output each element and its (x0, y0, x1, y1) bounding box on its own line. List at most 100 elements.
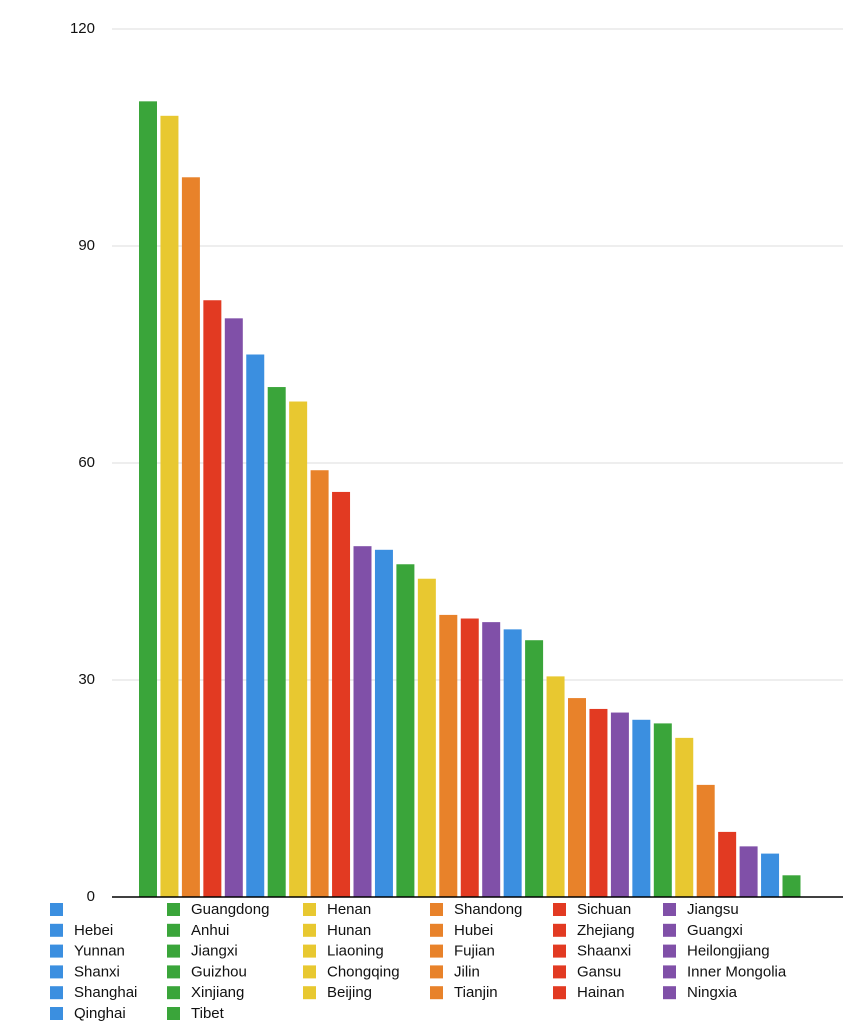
legend-swatch (50, 944, 63, 958)
legend-swatch (50, 986, 63, 1000)
legend-swatch (553, 944, 566, 958)
bar (503, 629, 522, 897)
legend-swatch (430, 903, 443, 916)
bar (568, 698, 586, 897)
legend-label: Shandong (454, 901, 522, 918)
legend-swatch (167, 1007, 180, 1020)
bar (160, 115, 179, 898)
bar (782, 875, 801, 897)
bar (417, 578, 436, 897)
legend-label: Jiangxi (191, 943, 238, 960)
bar (139, 101, 157, 898)
legend-swatch (553, 965, 566, 979)
bar (310, 470, 329, 897)
legend-label: Tibet (191, 1005, 225, 1022)
legend-swatch (50, 923, 63, 937)
legend-label: Shaanxi (577, 943, 631, 960)
bar (374, 549, 393, 897)
bar (761, 853, 780, 897)
legend-label: Fujian (454, 943, 495, 960)
y-tick-label: 0 (87, 888, 95, 905)
bar (224, 318, 243, 897)
legend-label: Guangxi (687, 922, 743, 939)
legend-swatch (303, 986, 316, 1000)
bar (482, 622, 501, 897)
legend-swatch (303, 923, 316, 937)
legend-label: Tianjin (454, 984, 498, 1001)
legend-swatch (663, 923, 676, 937)
bar (589, 708, 608, 897)
legend-swatch (303, 903, 316, 916)
bar (653, 723, 672, 897)
bar (460, 618, 479, 897)
legend-swatch (430, 923, 443, 937)
bar (675, 737, 694, 897)
legend-swatch (553, 923, 566, 937)
y-tick-label: 60 (78, 454, 95, 471)
bar (203, 300, 222, 897)
legend-label: Xinjiang (191, 984, 244, 1001)
legend-swatch (663, 986, 676, 1000)
legend-label: Jiangsu (687, 901, 739, 918)
bar (546, 676, 565, 897)
legend-label: Beijing (327, 984, 372, 1001)
bar (267, 387, 286, 897)
legend-swatch (663, 944, 676, 958)
legend-swatch (167, 965, 180, 979)
bar (181, 177, 200, 898)
legend-swatch (663, 965, 676, 979)
legend-swatch (50, 903, 63, 916)
bar (246, 354, 265, 897)
legend-swatch (50, 1007, 63, 1020)
legend-label: Hainan (577, 984, 625, 1001)
legend-label: Ningxia (687, 984, 738, 1001)
legend-label: Hebei (74, 922, 113, 939)
legend-swatch (663, 903, 676, 916)
legend-label: Jilin (454, 963, 480, 980)
legend-label: Sichuan (577, 901, 631, 918)
y-tick-label: 120 (70, 20, 95, 37)
legend-label: Inner Mongolia (687, 963, 787, 980)
legend-swatch (167, 923, 180, 937)
legend-label: Qinghai (74, 1005, 126, 1022)
legend-label: Liaoning (327, 943, 384, 960)
legend-label: Guangdong (191, 901, 269, 918)
legend-swatch (167, 986, 180, 1000)
bar (718, 831, 737, 897)
legend-label: Hubei (454, 922, 493, 939)
bar (353, 546, 372, 897)
bar (696, 784, 715, 897)
y-tick-label: 30 (78, 671, 95, 688)
legend-label: Anhui (191, 922, 229, 939)
legend-label: Guizhou (191, 963, 247, 980)
legend-swatch (303, 944, 316, 958)
legend-label: Gansu (577, 963, 621, 980)
legend-label: Hunan (327, 922, 371, 939)
bar (289, 401, 308, 897)
legend-label: Chongqing (327, 963, 400, 980)
bar (632, 719, 651, 897)
legend-label: Zhejiang (577, 922, 635, 939)
legend-swatch (50, 965, 63, 979)
legend-swatch (553, 986, 566, 1000)
legend-label: Henan (327, 901, 371, 918)
legend-swatch (167, 903, 180, 916)
legend-swatch (303, 965, 316, 979)
bar (610, 712, 629, 897)
legend-label: Shanghai (74, 984, 137, 1001)
legend-label: Shanxi (74, 963, 120, 980)
legend-swatch (430, 986, 443, 1000)
bar (332, 491, 351, 897)
bar (525, 640, 544, 897)
bar (396, 564, 415, 897)
legend-label: Heilongjiang (687, 943, 770, 960)
legend-swatch (430, 944, 443, 958)
bar (739, 846, 758, 897)
legend-swatch (430, 965, 443, 979)
legend-swatch (553, 903, 566, 916)
legend-label: Yunnan (74, 943, 125, 960)
y-tick-label: 90 (78, 237, 95, 254)
bar (439, 614, 458, 897)
legend-swatch (167, 944, 180, 958)
